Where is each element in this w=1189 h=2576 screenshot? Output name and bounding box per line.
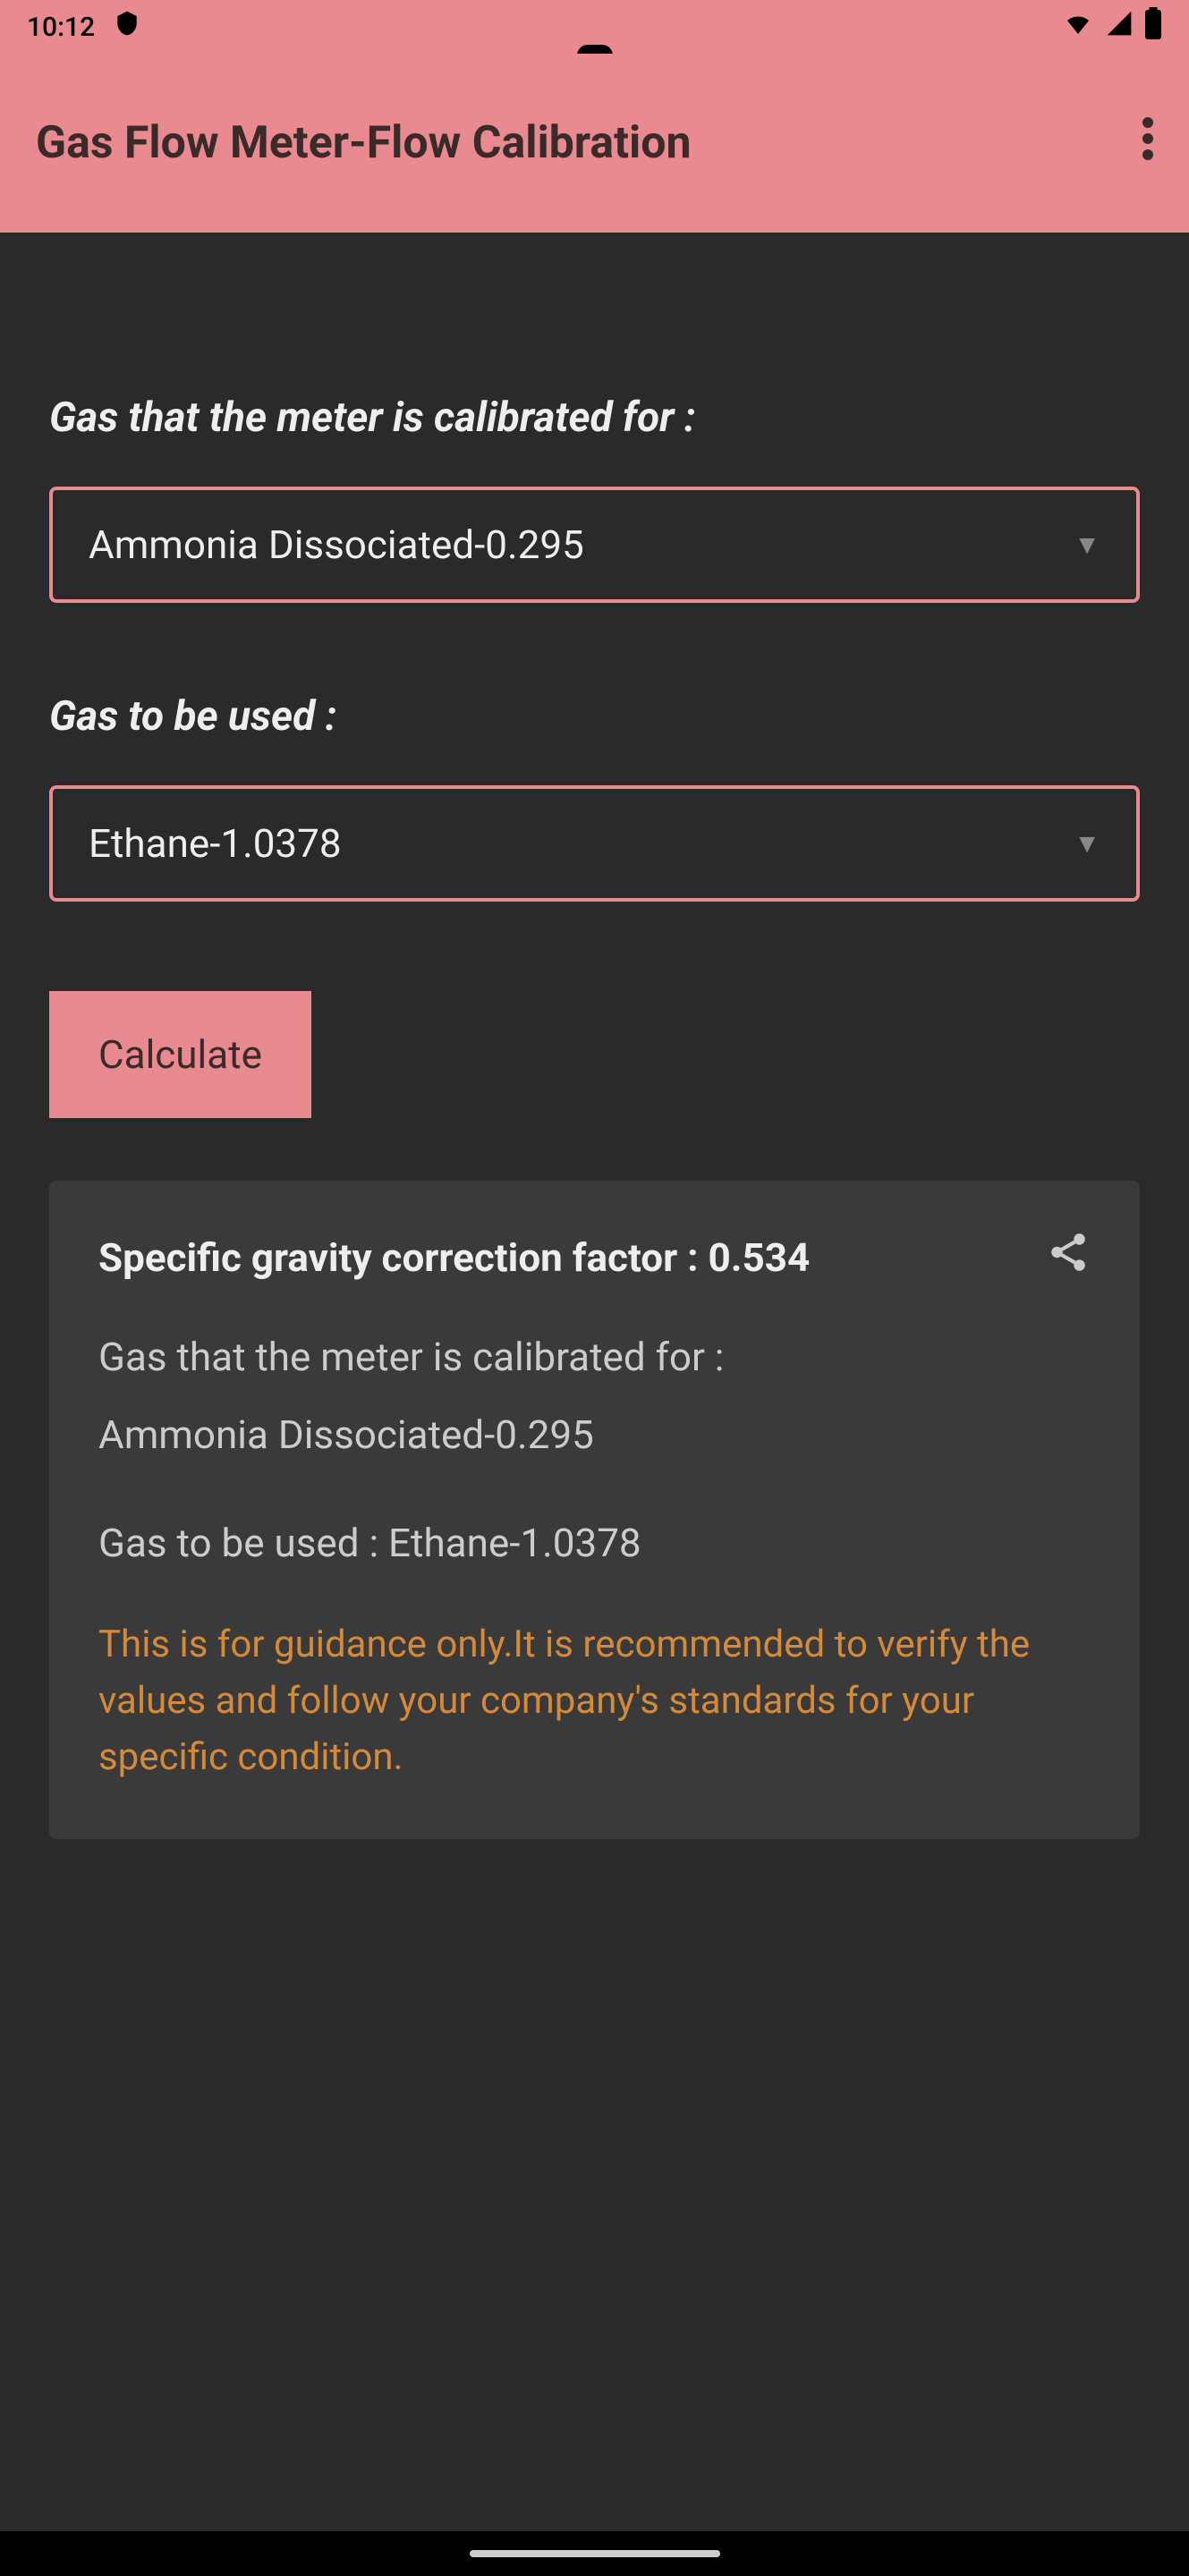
calibrated-gas-dropdown[interactable]: Ammonia Dissociated-0.295 ▼ <box>49 487 1140 603</box>
result-title: Specific gravity correction factor : 0.5… <box>98 1234 1091 1281</box>
status-left: 10:12 <box>27 9 141 45</box>
used-gas-value: Ethane-1.0378 <box>89 820 342 867</box>
status-right <box>1062 7 1162 47</box>
battery-icon <box>1144 7 1162 47</box>
app-bar: Gas Flow Meter-Flow Calibration <box>0 54 1189 233</box>
calibrated-gas-value: Ammonia Dissociated-0.295 <box>89 521 584 568</box>
result-card: Specific gravity correction factor : 0.5… <box>49 1181 1140 1839</box>
shield-icon <box>113 9 141 45</box>
calibrated-gas-label: Gas that the meter is calibrated for : <box>49 394 1140 442</box>
used-gas-dropdown[interactable]: Ethane-1.0378 ▼ <box>49 785 1140 902</box>
status-time: 10:12 <box>27 12 95 43</box>
nav-handle[interactable] <box>470 2550 720 2557</box>
content-area: Gas that the meter is calibrated for : A… <box>0 233 1189 2531</box>
result-used: Gas to be used : Ethane-1.0378 <box>98 1516 1091 1572</box>
chevron-down-icon: ▼ <box>1074 530 1100 561</box>
result-calibrated-label: Gas that the meter is calibrated for : <box>98 1330 1091 1385</box>
used-gas-label: Gas to be used : <box>49 692 1140 741</box>
more-menu-icon[interactable] <box>1142 117 1153 169</box>
signal-icon <box>1105 9 1134 45</box>
result-calibrated-value: Ammonia Dissociated-0.295 <box>98 1408 1091 1463</box>
chevron-down-icon: ▼ <box>1074 828 1100 860</box>
share-icon[interactable] <box>1046 1230 1091 1278</box>
navigation-bar <box>0 2531 1189 2576</box>
app-title: Gas Flow Meter-Flow Calibration <box>36 117 691 169</box>
calculate-button[interactable]: Calculate <box>49 991 311 1118</box>
wifi-icon <box>1062 7 1094 47</box>
disclaimer-text: This is for guidance only.It is recommen… <box>98 1616 1091 1785</box>
